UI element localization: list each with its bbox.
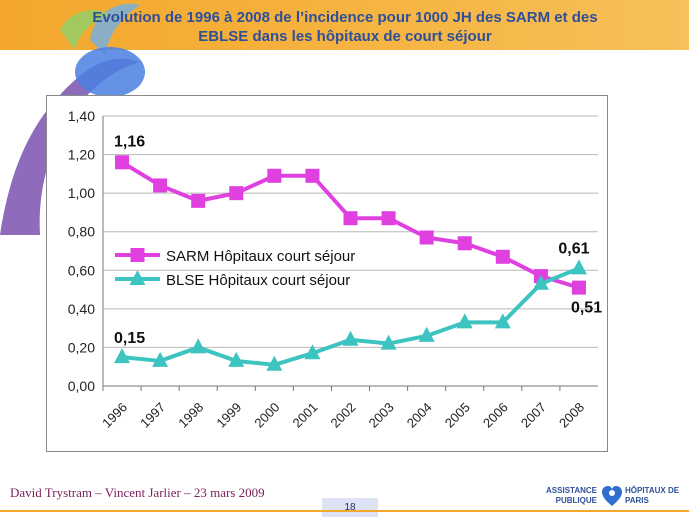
data-point [343, 211, 358, 226]
legend-label: BLSE Hôpitaux court séjour [166, 272, 350, 289]
y-tick-label: 1,00 [68, 185, 95, 201]
x-ticks: 1996 1997 1998 1999 2000 2001 2002 2003 2004 2005… [99, 400, 587, 431]
legend-marker [130, 248, 145, 262]
y-tick-label: 0,20 [68, 339, 95, 355]
legend: SARM Hôpitaux court séjour BLSE Hôpitaux … [115, 248, 355, 289]
y-tick-label: 0,60 [68, 262, 95, 278]
series [114, 155, 587, 371]
data-point [305, 168, 320, 183]
data-point [457, 236, 472, 251]
data-point [115, 155, 130, 170]
x-tick-label: 2000 [251, 400, 282, 431]
decorative-swirl [0, 3, 145, 236]
x-tick-label: 2002 [328, 400, 359, 431]
x-tick-label: 1998 [175, 400, 206, 431]
data-point [381, 211, 396, 226]
data-label: 0,61 [558, 240, 589, 257]
logo-right-text: HÔPITAUX DE PARIS [625, 486, 680, 505]
legend-marker [129, 270, 146, 285]
y-tick-label: 1,20 [68, 147, 95, 163]
data-label: 0,51 [571, 300, 602, 317]
data-point [494, 313, 511, 329]
data-point [571, 280, 586, 295]
data-point [456, 313, 473, 329]
x-tick-label: 2005 [442, 400, 473, 431]
data-point [267, 168, 282, 183]
annotations: 1,16 0,51 0,15 0,61 [114, 133, 602, 347]
footer-author: David Trystram – Vincent Jarlier – 23 ma… [10, 485, 265, 500]
y-tick-label: 0,00 [68, 378, 95, 394]
data-point [190, 338, 207, 354]
data-point [532, 274, 549, 290]
x-tick-label: 2004 [404, 400, 435, 431]
slide-title: Evolution de 1996 à 2008 de l’incidence … [92, 9, 598, 45]
heart-icon [602, 486, 622, 506]
x-tick-label: 2001 [289, 400, 320, 431]
y-tick-label: 1,40 [68, 108, 95, 124]
data-point [570, 259, 587, 275]
data-point [266, 355, 283, 371]
legend-label: SARM Hôpitaux court séjour [166, 248, 355, 265]
data-point [419, 230, 434, 245]
x-tick-label: 1999 [213, 400, 244, 431]
y-ticks: 0,00 0,20 0,40 0,60 0,80 1,00 1,20 1,40 [68, 108, 95, 394]
x-tick-label: 2003 [366, 400, 397, 431]
footer-line [0, 510, 689, 512]
data-point [495, 249, 510, 264]
data-point [304, 344, 321, 360]
x-tick-label: 2008 [556, 400, 587, 431]
data-label: 0,15 [114, 330, 145, 347]
data-label: 1,16 [114, 133, 145, 150]
data-point [380, 334, 397, 350]
data-point [228, 351, 245, 367]
data-point [418, 326, 435, 342]
y-tick-label: 0,40 [68, 301, 95, 317]
grid [102, 115, 598, 391]
data-point [153, 178, 168, 193]
data-point [191, 193, 206, 208]
x-tick-label: 2006 [480, 400, 511, 431]
y-tick-label: 0,80 [68, 224, 95, 240]
x-tick-label: 1996 [99, 400, 130, 431]
aphp-logo: ASSISTANCE PUBLIQUE HÔPITAUX DE PARIS [545, 484, 685, 510]
data-point [152, 351, 169, 367]
x-tick-label: 2007 [518, 400, 549, 431]
logo-left-text: ASSISTANCE PUBLIQUE [546, 486, 597, 505]
data-point [229, 186, 244, 201]
data-point [114, 348, 131, 364]
page-number: 18 [322, 498, 378, 517]
x-tick-label: 1997 [137, 400, 168, 431]
data-point [342, 330, 359, 346]
